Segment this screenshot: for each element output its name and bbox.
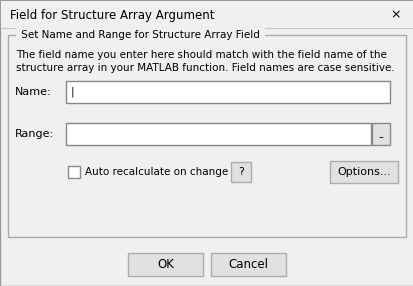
Text: Field for Structure Array Argument: Field for Structure Array Argument xyxy=(10,9,214,21)
Text: OK: OK xyxy=(157,258,173,271)
Text: ?: ? xyxy=(237,167,243,177)
Text: Options...: Options... xyxy=(336,167,390,177)
Bar xyxy=(329,161,397,183)
Text: Auto recalculate on change: Auto recalculate on change xyxy=(85,167,228,177)
Bar xyxy=(68,166,80,178)
Bar xyxy=(128,253,202,276)
Bar xyxy=(1,1,412,29)
Text: Name:: Name: xyxy=(15,87,52,97)
Text: The field name you enter here should match with the field name of the: The field name you enter here should mat… xyxy=(16,50,386,60)
Bar xyxy=(230,162,250,182)
Text: Cancel: Cancel xyxy=(228,258,268,271)
Bar xyxy=(211,253,285,276)
Text: Range:: Range: xyxy=(15,129,54,139)
Bar xyxy=(8,35,405,237)
Text: structure array in your MATLAB function. Field names are case sensitive.: structure array in your MATLAB function.… xyxy=(16,63,394,73)
Text: Set Name and Range for Structure Array Field: Set Name and Range for Structure Array F… xyxy=(18,30,263,40)
Text: |: | xyxy=(71,87,74,97)
Text: ×: × xyxy=(390,9,400,21)
Text: –: – xyxy=(377,132,382,142)
Bar xyxy=(371,123,389,145)
Bar xyxy=(66,81,389,103)
Bar xyxy=(66,123,370,145)
